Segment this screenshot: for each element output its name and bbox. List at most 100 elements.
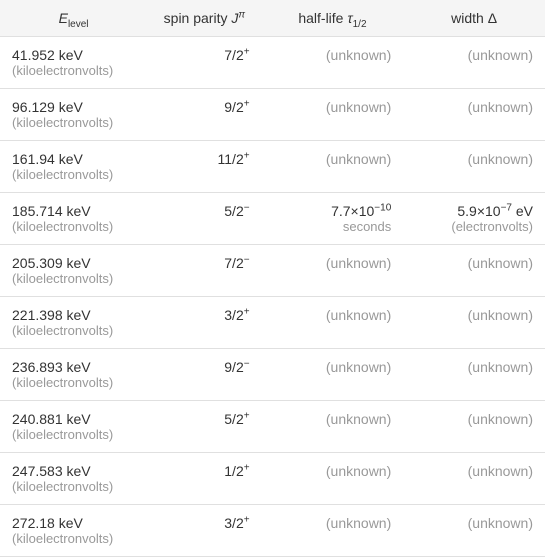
header-spin-prefix: spin parity [164,10,232,26]
cell-width: (unknown) [403,89,545,141]
halflife-unknown: (unknown) [326,151,391,167]
cell-halflife: (unknown) [262,297,404,349]
spin-sign: + [244,306,250,317]
width-unknown: (unknown) [468,99,533,115]
elevel-unit: (kiloelectronvolts) [12,531,135,546]
elevel-unit: (kiloelectronvolts) [12,167,135,182]
spin-base: 5/2 [224,411,243,427]
cell-halflife: (unknown) [262,89,404,141]
header-spin-sup: π [238,9,245,20]
elevel-unit: (kiloelectronvolts) [12,115,135,130]
spin-sign: + [244,514,250,525]
cell-spin: 9/2+ [147,89,261,141]
cell-width: (unknown) [403,401,545,453]
elevel-unit: (kiloelectronvolts) [12,271,135,286]
spin-sign: + [244,46,250,57]
header-halflife-prefix: half-life [298,10,347,26]
cell-width: (unknown) [403,297,545,349]
cell-halflife: (unknown) [262,37,404,89]
cell-halflife: 7.7×10−10seconds [262,193,404,245]
elevel-value: 161.94 keV [12,151,83,167]
elevel-value: 240.881 keV [12,411,91,427]
elevel-value: 96.129 keV [12,99,83,115]
table-row: 96.129 keV(kiloelectronvolts)9/2+(unknow… [0,89,545,141]
table-row: 185.714 keV(kiloelectronvolts)5/2−7.7×10… [0,193,545,245]
width-unknown: (unknown) [468,47,533,63]
header-spin-sup-text: π [238,9,245,20]
elevel-unit: (kiloelectronvolts) [12,375,135,390]
cell-halflife: (unknown) [262,401,404,453]
cell-elevel: 96.129 keV(kiloelectronvolts) [0,89,147,141]
table-body: 41.952 keV(kiloelectronvolts)7/2+(unknow… [0,37,545,557]
halflife-unknown: (unknown) [326,515,391,531]
spin-base: 7/2 [224,255,243,271]
cell-spin: 5/2− [147,193,261,245]
spin-base: 1/2 [224,463,243,479]
cell-spin: 9/2− [147,349,261,401]
width-unknown: (unknown) [468,151,533,167]
elevel-value: 221.398 keV [12,307,91,323]
cell-width: (unknown) [403,245,545,297]
header-width: width Δ [403,0,545,37]
spin-base: 3/2 [224,307,243,323]
cell-spin: 7/2− [147,245,261,297]
table-row: 221.398 keV(kiloelectronvolts) 3/2+ (unkno… [0,297,545,349]
table-row: 161.94 keV(kiloelectronvolts)11/2+(unkno… [0,141,545,193]
table-header-row: Elevel spin parity Jπ half-life τ1/2 wid… [0,0,545,37]
width-unknown: (unknown) [468,359,533,375]
halflife-unknown: (unknown) [326,359,391,375]
spin-sign: + [244,462,250,473]
table-row: 240.881 keV(kiloelectronvolts) 5/2+ (unkno… [0,401,545,453]
header-halflife: half-life τ1/2 [262,0,404,37]
cell-halflife: (unknown) [262,141,404,193]
elevel-unit: (kiloelectronvolts) [12,427,135,442]
elevel-unit: (kiloelectronvolts) [12,479,135,494]
cell-spin: 11/2+ [147,141,261,193]
width-ev: eV [516,203,533,219]
spin-sign: + [244,98,250,109]
halflife-unknown: (unknown) [326,47,391,63]
elevel-value: 205.309 keV [12,255,91,271]
cell-elevel: 185.714 keV(kiloelectronvolts) [0,193,147,245]
cell-spin: 1/2+ [147,453,261,505]
width-unknown: (unknown) [468,411,533,427]
spin-sign: − [244,254,250,265]
cell-halflife: (unknown) [262,349,404,401]
elevel-value: 236.893 keV [12,359,91,375]
header-elevel: Elevel [0,0,147,37]
spin-sign: + [244,410,250,421]
cell-elevel: 247.583 keV(kiloelectronvolts) [0,453,147,505]
spin-base: 5/2 [224,203,243,219]
halflife-unknown: (unknown) [326,411,391,427]
cell-elevel: 161.94 keV(kiloelectronvolts) [0,141,147,193]
halflife-unknown: (unknown) [326,463,391,479]
cell-spin: 7/2+ [147,37,261,89]
width-value: 5.9×10 [457,203,500,219]
cell-elevel: 205.309 keV(kiloelectronvolts) [0,245,147,297]
halflife-unit: seconds [274,219,392,234]
header-elevel-sub: level [68,19,89,30]
elevel-unit: (kiloelectronvolts) [12,323,135,338]
elevel-value: 185.714 keV [12,203,91,219]
width-unknown: (unknown) [468,463,533,479]
header-halflife-sub: 1/2 [353,19,367,30]
cell-width: (unknown) [403,453,545,505]
elevel-unit: (kiloelectronvolts) [12,219,135,234]
width-exp: −7 [501,202,512,213]
cell-width: (unknown) [403,349,545,401]
table-row: 205.309 keV(kiloelectronvolts)7/2−(unkno… [0,245,545,297]
halflife-unknown: (unknown) [326,255,391,271]
elevel-value: 41.952 keV [12,47,83,63]
cell-elevel: 41.952 keV(kiloelectronvolts) [0,37,147,89]
spin-base: 9/2 [224,99,243,115]
spin-sign: + [244,150,250,161]
halflife-unknown: (unknown) [326,99,391,115]
table-row: 247.583 keV(kiloelectronvolts)1/2+(unkno… [0,453,545,505]
elevel-unit: (kiloelectronvolts) [12,63,135,78]
spin-base: 11/2 [218,151,244,167]
cell-elevel: 221.398 keV(kiloelectronvolts) [0,297,147,349]
halflife-unknown: (unknown) [326,307,391,323]
width-unknown: (unknown) [468,515,533,531]
elevel-value: 272.18 keV [12,515,83,531]
spin-base: 3/2 [224,515,243,531]
